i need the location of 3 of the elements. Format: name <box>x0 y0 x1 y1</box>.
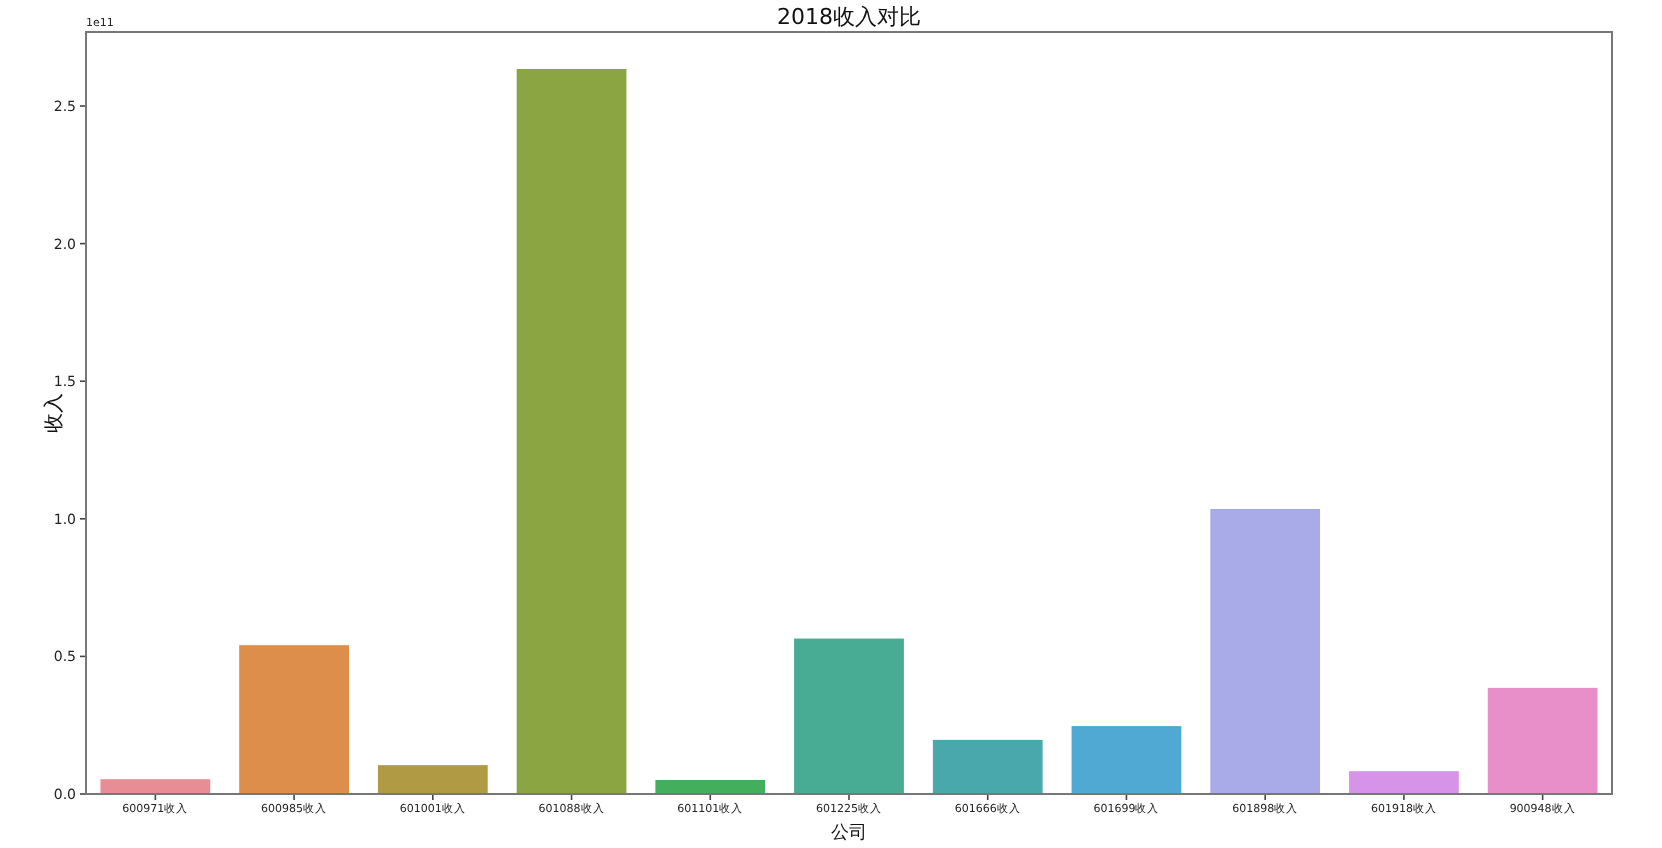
y-axis-title: 收入 <box>42 393 66 433</box>
x-axis-title: 公司 <box>831 822 867 844</box>
chart-title: 2018收入对比 <box>777 4 921 30</box>
